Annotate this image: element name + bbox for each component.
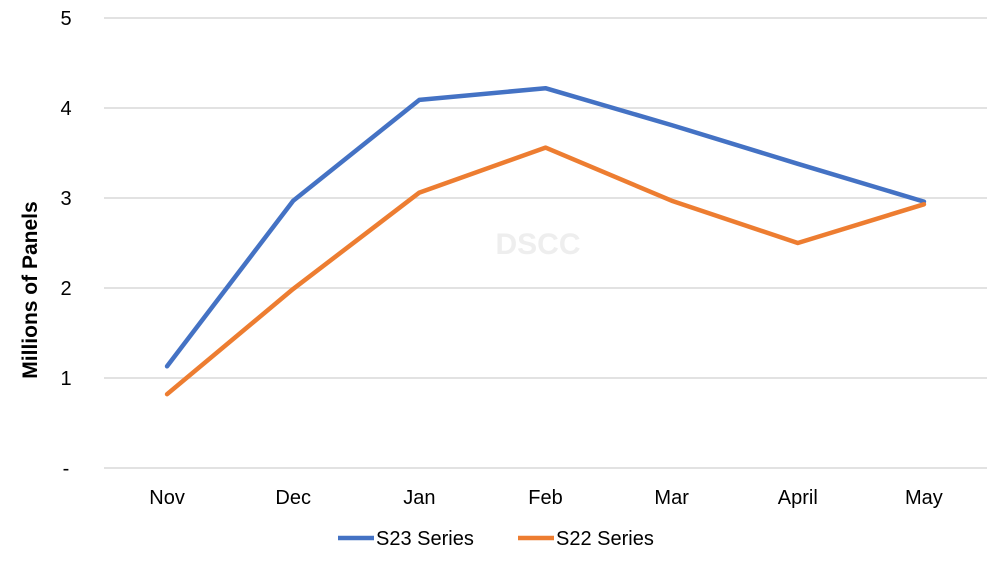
series-line-s22-series — [167, 148, 924, 395]
y-tick-label: - — [63, 458, 70, 480]
x-tick-label: April — [778, 487, 818, 509]
y-axis-label: Millions of Panels — [19, 201, 42, 378]
x-tick-label: May — [905, 487, 943, 509]
y-tick-label: 3 — [60, 188, 71, 210]
x-tick-label: Dec — [275, 487, 311, 509]
y-tick-label: 5 — [60, 8, 71, 30]
x-tick-label: Mar — [654, 487, 689, 509]
y-tick-label: 4 — [60, 98, 71, 120]
x-tick-label: Feb — [528, 487, 562, 509]
legend: S23 Series S22 Series — [338, 528, 654, 550]
legend-label: S22 Series — [556, 528, 654, 550]
watermark: DSCC — [495, 228, 580, 261]
y-tick-label: 2 — [60, 278, 71, 300]
x-tick-label: Nov — [149, 487, 185, 509]
legend-label: S23 Series — [376, 528, 474, 550]
y-tick-label: 1 — [60, 368, 71, 390]
x-tick-label: Jan — [403, 487, 435, 509]
